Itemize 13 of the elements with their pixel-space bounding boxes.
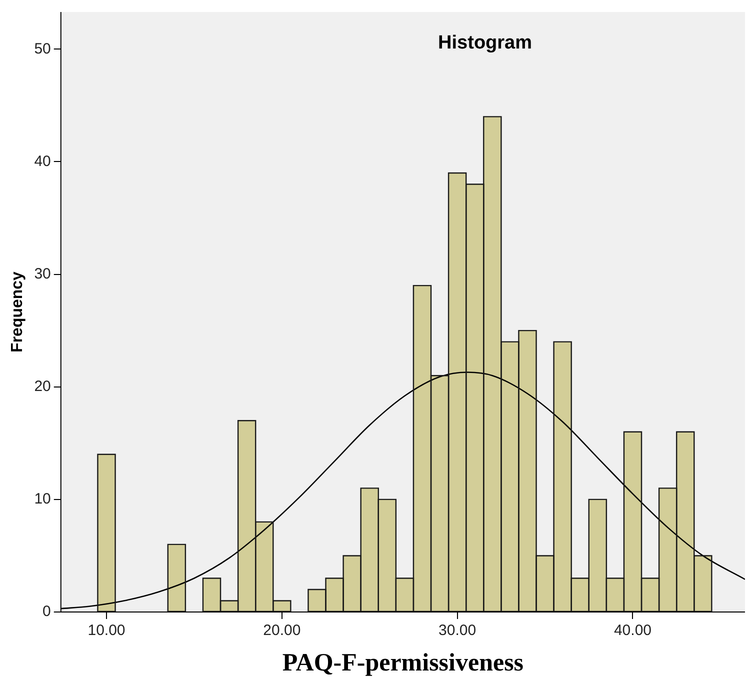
y-tick-label: 10 xyxy=(34,490,51,508)
text: Histogram xyxy=(438,32,532,54)
x-tick-label: 30.00 xyxy=(438,622,476,640)
y-tick-label: 0 xyxy=(42,603,51,620)
x-tick-label: 20.00 xyxy=(263,622,301,640)
x-tick-label: 40.00 xyxy=(614,622,652,640)
x-tick-label: 10.00 xyxy=(88,622,126,640)
x-axis-title: PAQ-F-permissiveness xyxy=(282,649,524,676)
y-tick-label: 20 xyxy=(34,378,51,395)
y-axis-title: Frequency xyxy=(9,271,26,352)
y-tick-label: 30 xyxy=(34,265,51,282)
y-tick-label: 40 xyxy=(34,152,51,170)
y-tick-label: 50 xyxy=(34,40,51,58)
